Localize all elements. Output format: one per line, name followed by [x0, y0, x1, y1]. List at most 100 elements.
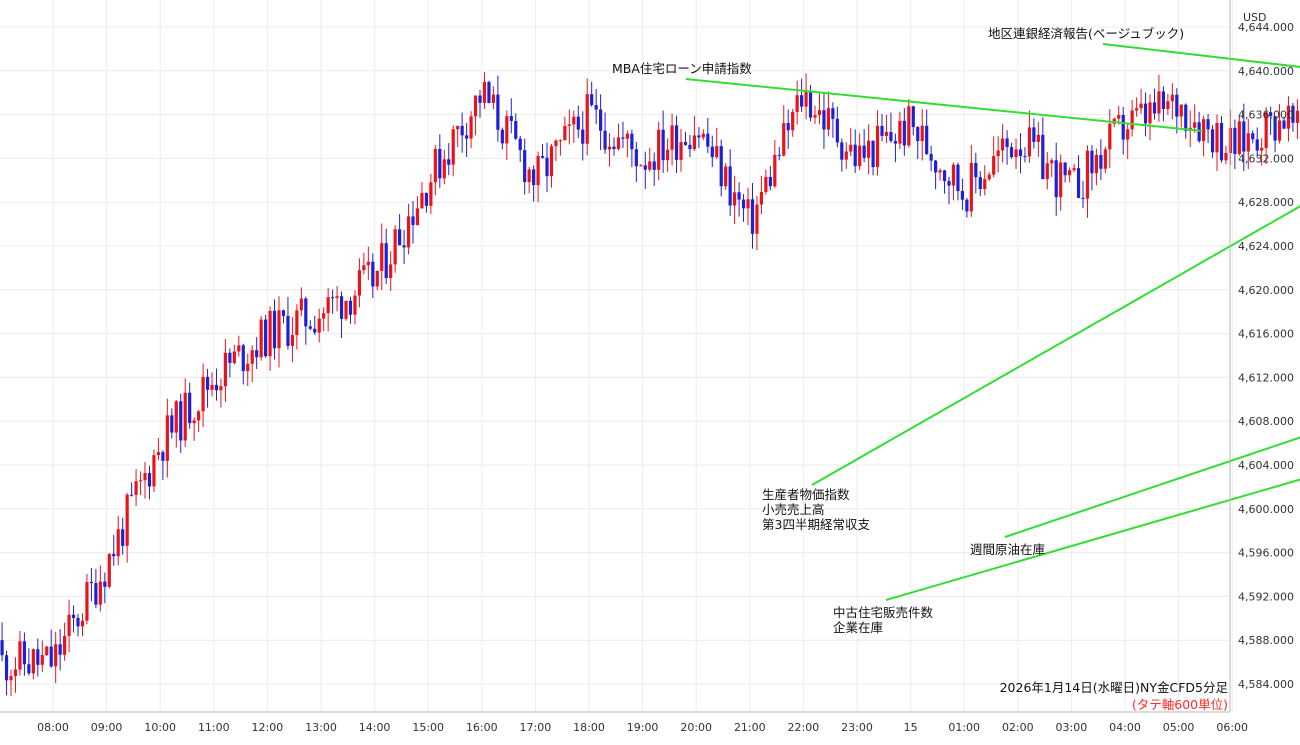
candle-body	[344, 300, 348, 319]
candle-body	[965, 199, 969, 212]
candle-body	[1014, 149, 1018, 158]
candle-body	[893, 140, 898, 144]
candle-body	[1242, 121, 1246, 152]
candle-body	[911, 106, 915, 128]
candle-body	[250, 350, 254, 364]
candle-body	[849, 144, 853, 152]
candle-body	[670, 125, 674, 150]
price-tick-label: 4,640.000	[1238, 65, 1294, 78]
candle-body	[268, 310, 272, 357]
candle-body	[281, 310, 286, 316]
time-tick-label: 15:00	[412, 721, 444, 734]
candle-body	[456, 125, 460, 130]
candle-body	[335, 296, 339, 298]
candle-body	[1224, 152, 1228, 161]
candle-body	[902, 120, 906, 146]
candle-body	[688, 144, 692, 150]
candle-body	[1139, 103, 1143, 109]
candle-body	[808, 90, 813, 118]
candle-body	[398, 229, 402, 246]
candle-body	[505, 116, 509, 144]
candle-body	[648, 161, 652, 170]
candle-body	[1260, 147, 1264, 151]
candle-body	[1273, 116, 1277, 141]
time-tick-label: 05:00	[1163, 721, 1195, 734]
candle-body	[174, 401, 178, 433]
candle-body	[536, 155, 540, 186]
candle-body	[357, 270, 362, 296]
candle-body	[339, 296, 344, 319]
candle-body	[786, 123, 790, 131]
time-tick-label: 11:00	[198, 721, 230, 734]
candle-body	[286, 315, 290, 346]
candle-body	[612, 146, 616, 149]
candle-body	[290, 335, 295, 346]
candle-body	[1197, 122, 1201, 142]
candle-body	[1081, 198, 1085, 200]
candle-body	[1103, 149, 1107, 169]
candle-body	[835, 118, 839, 143]
candle-body	[540, 155, 545, 158]
candle-body	[1286, 105, 1291, 129]
candle-body	[1130, 110, 1134, 130]
candle-body	[853, 144, 857, 167]
candle-body	[1282, 120, 1286, 129]
candle-body	[746, 199, 750, 209]
candle-body	[40, 655, 44, 665]
candle-body	[219, 386, 223, 391]
time-tick-label: 18:00	[573, 721, 605, 734]
candle-body	[558, 140, 563, 142]
candle-body	[947, 181, 951, 186]
candle-body	[71, 614, 76, 618]
candle-body	[1041, 134, 1045, 180]
candle-body	[130, 494, 134, 496]
candle-body	[942, 170, 947, 182]
annotation-leader-line	[1102, 43, 1300, 68]
candle-body	[1018, 149, 1023, 157]
candle-body	[473, 95, 478, 117]
candle-body	[85, 582, 89, 621]
candle-body	[0, 640, 4, 656]
candle-body	[197, 411, 201, 421]
candle-body	[1050, 160, 1054, 164]
candle-body	[45, 646, 49, 656]
candle-body	[532, 169, 536, 186]
time-tick-label: 16:00	[466, 721, 498, 734]
candle-body	[755, 204, 759, 234]
candle-body	[326, 297, 330, 314]
candle-body	[527, 169, 531, 183]
time-tick-label: 14:00	[359, 721, 391, 734]
candle-body	[1255, 139, 1259, 151]
candle-body	[715, 146, 719, 158]
candle-body	[415, 208, 420, 226]
price-tick-label: 4,600.000	[1238, 503, 1294, 516]
candle-body	[509, 116, 513, 121]
candle-body	[1068, 170, 1072, 176]
candle-body	[393, 229, 397, 265]
candle-body	[1108, 123, 1112, 150]
candle-body	[1036, 134, 1040, 142]
candle-body	[1206, 119, 1210, 130]
candle-body	[201, 376, 205, 412]
candle-body	[259, 319, 263, 358]
candle-body	[1027, 127, 1032, 157]
currency-label[interactable]: USD	[1243, 11, 1267, 24]
price-tick-label: 4,632.000	[1238, 152, 1294, 165]
candle-body	[701, 133, 705, 138]
candle-body	[916, 127, 920, 142]
time-tick-label: 12:00	[252, 721, 284, 734]
candle-body	[1090, 150, 1094, 174]
candle-body	[1143, 103, 1148, 124]
candle-body	[317, 318, 321, 333]
candle-body	[652, 161, 656, 170]
candle-body	[679, 142, 683, 160]
candle-body	[1126, 129, 1130, 140]
candle-body	[1032, 127, 1036, 142]
candle-body	[478, 95, 482, 103]
price-axis: 4,584.000 4,588.000 4,592.000 4,596.000 4,60…	[1238, 21, 1294, 691]
candle-body	[54, 644, 58, 667]
candle-body	[420, 192, 424, 209]
candle-body	[545, 157, 549, 177]
candle-body	[1161, 91, 1166, 109]
candle-body	[322, 313, 326, 319]
